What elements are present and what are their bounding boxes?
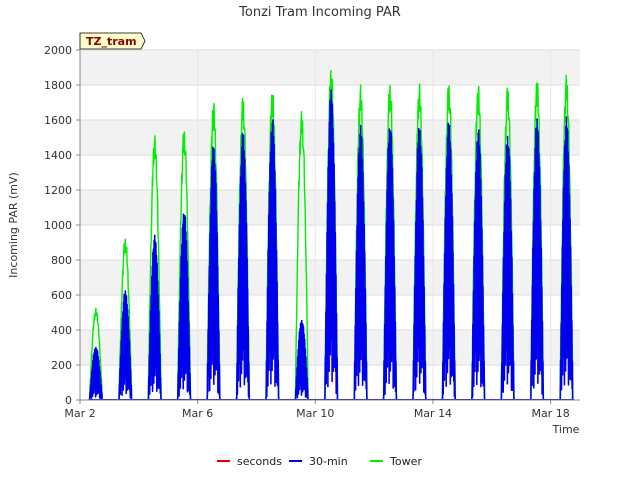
series-Tower — [88, 69, 574, 401]
series-line-30-min — [88, 89, 574, 401]
site-tag: TZ_tram — [79, 32, 146, 50]
legend: seconds 30-min Tower — [217, 455, 422, 468]
y-tick-label: 600 — [51, 289, 72, 302]
y-tick-label: 2000 — [44, 44, 72, 57]
chart-title: Tonzi Tram Incoming PAR — [238, 5, 401, 20]
x-tick-label: Mar 2 — [64, 407, 95, 420]
y-tick-label: 0 — [65, 394, 72, 407]
y-axis-label: Incoming PAR (mV) — [7, 172, 20, 278]
x-tick-label: Mar 6 — [182, 407, 213, 420]
legend-label: 30-min — [309, 455, 348, 468]
y-tick-label: 1400 — [44, 149, 72, 162]
legend-label: seconds — [237, 455, 282, 468]
x-tick-label: Mar 14 — [414, 407, 452, 420]
series-line-Tower — [88, 69, 574, 401]
y-tick-label: 1600 — [44, 114, 72, 127]
y-tick-label: 1200 — [44, 184, 72, 197]
legend-item-seconds: seconds — [217, 455, 282, 468]
x-axis-label: Time — [552, 423, 580, 436]
y-tick-label: 1000 — [44, 219, 72, 232]
axes: 0 200 400 600 800 1000 1200 1400 1600 1800 2000 Mar… — [44, 44, 580, 420]
legend-item-30-min: 30-min — [289, 455, 348, 468]
x-tick-label: Mar 10 — [296, 407, 334, 420]
legend-item-Tower: Tower — [370, 455, 422, 468]
y-tick-label: 1800 — [44, 79, 72, 92]
tag-box — [79, 32, 146, 50]
y-tick-label: 200 — [51, 359, 72, 372]
plot-band — [80, 365, 580, 400]
y-tick-label: 800 — [51, 254, 72, 267]
legend-label: Tower — [389, 455, 422, 468]
series-30-min — [88, 89, 574, 401]
x-tick-label: Mar 18 — [531, 407, 569, 420]
tag-label: TZ_tram — [86, 35, 137, 48]
y-tick-label: 400 — [51, 324, 72, 337]
